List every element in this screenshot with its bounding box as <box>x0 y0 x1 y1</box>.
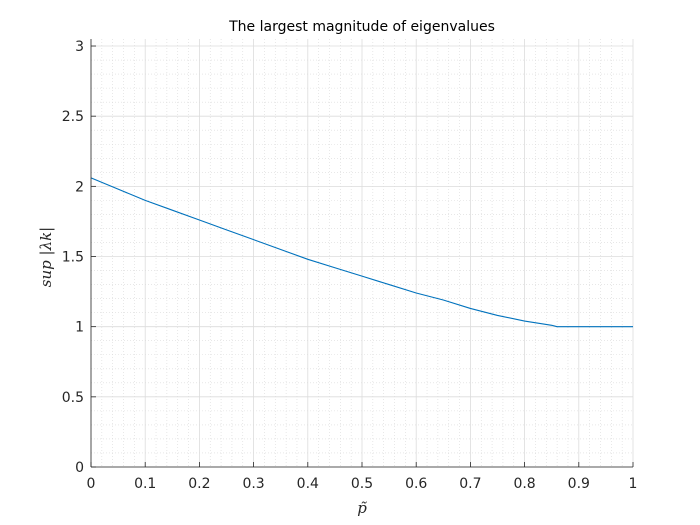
x-tick-label: 0.1 <box>134 476 156 492</box>
x-tick-label: 0.6 <box>405 476 427 492</box>
x-tick-label: 1 <box>629 476 638 492</box>
x-tick-label: 0.3 <box>242 476 264 492</box>
y-tick-label: 2.5 <box>62 109 84 125</box>
x-tick-label: 0.2 <box>188 476 210 492</box>
y-tick-label: 1 <box>75 320 84 336</box>
plot-area: 0 0.1 0.2 0.3 0.4 0.5 0.6 0.7 0.8 0.9 1 0 0.5 1 1.5 2 2.… <box>62 39 638 492</box>
x-axis-label: p̃ <box>357 499 367 517</box>
x-tick-label: 0.8 <box>513 476 535 492</box>
x-tick-label: 0 <box>87 476 96 492</box>
y-tick-label: 0.5 <box>62 390 84 406</box>
x-tick-label: 0.4 <box>297 476 319 492</box>
y-axis-label: sup |λk| <box>37 227 55 287</box>
chart-title: The largest magnitude of eigenvalues <box>228 19 495 35</box>
y-tick-label: 1.5 <box>62 250 84 266</box>
x-tick-label: 0.7 <box>459 476 481 492</box>
y-tick-label: 3 <box>75 39 84 55</box>
x-tick-label: 0.9 <box>568 476 590 492</box>
x-tick-label: 0.5 <box>351 476 373 492</box>
series-line <box>90 177 633 328</box>
y-tick-label: 0 <box>75 460 84 476</box>
y-tick-label: 2 <box>75 179 84 195</box>
